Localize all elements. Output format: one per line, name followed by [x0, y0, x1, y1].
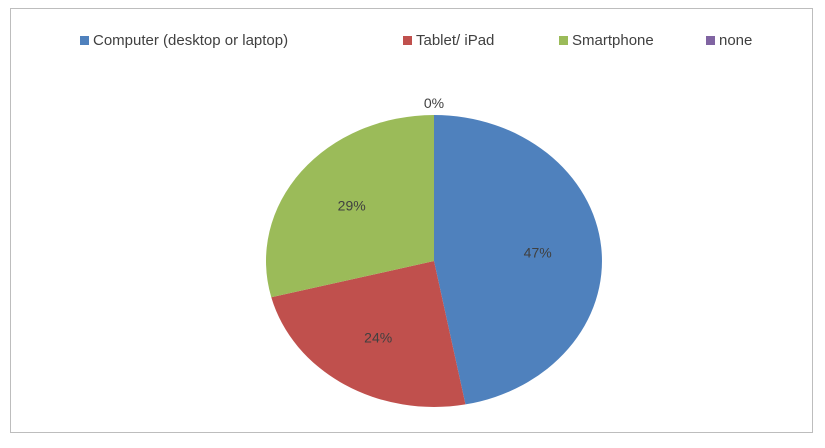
legend-swatch-computer [80, 36, 89, 45]
chart-legend: Computer (desktop or laptop) Tablet/ iPa… [80, 32, 752, 49]
legend-swatch-tablet [403, 36, 412, 45]
data-label-tablet: 24% [364, 329, 392, 345]
legend-item-tablet: Tablet/ iPad [403, 32, 494, 49]
legend-item-none: none [706, 32, 752, 49]
legend-label-smartphone: Smartphone [572, 32, 654, 49]
pie-slice-smartphone [266, 114, 434, 298]
legend-item-smartphone: Smartphone [559, 32, 654, 49]
legend-swatch-none [706, 36, 715, 45]
data-label-computer: 47% [524, 245, 552, 261]
pie-slice-computer [434, 115, 602, 405]
pie-chart: Computer (desktop or laptop) Tablet/ iPa… [80, 32, 752, 407]
pie-slices [266, 114, 602, 407]
pie-data-labels: 47% 24% 29% 0% [338, 95, 552, 345]
legend-label-none: none [719, 32, 752, 49]
pie-slice-tablet [271, 261, 466, 407]
legend-item-computer: Computer (desktop or laptop) [80, 32, 288, 49]
legend-label-computer: Computer (desktop or laptop) [93, 32, 288, 49]
legend-label-tablet: Tablet/ iPad [416, 32, 494, 49]
data-label-none: 0% [424, 95, 444, 111]
data-label-smartphone: 29% [338, 198, 366, 214]
chart-frame: Computer (desktop or laptop) Tablet/ iPa… [10, 8, 813, 433]
legend-swatch-smartphone [559, 36, 568, 45]
